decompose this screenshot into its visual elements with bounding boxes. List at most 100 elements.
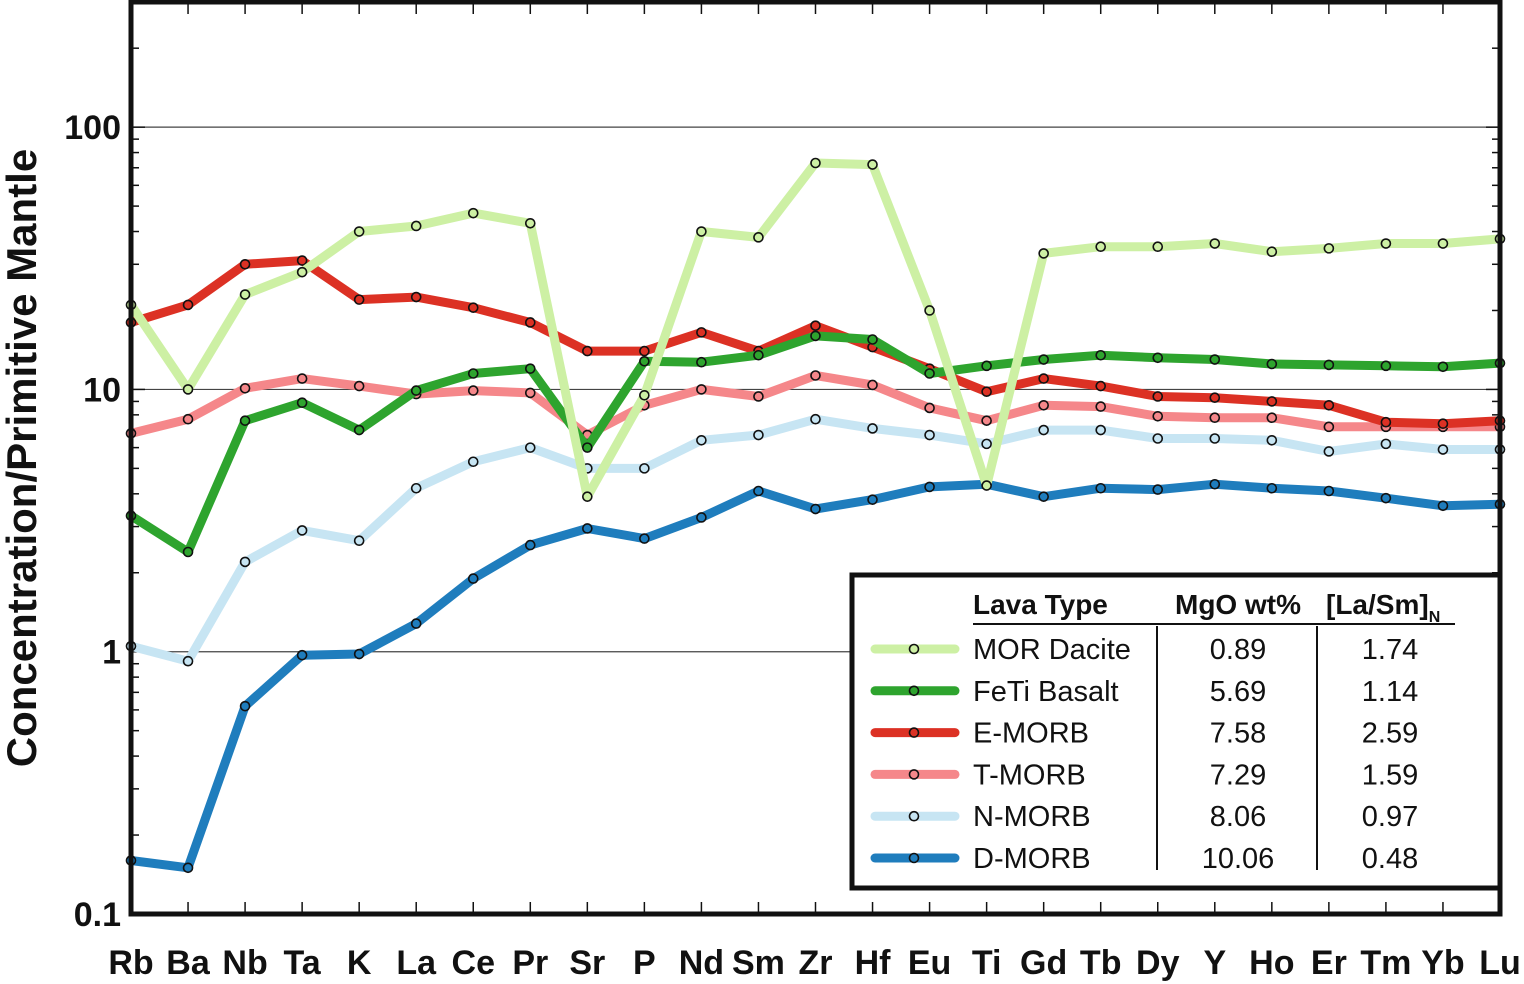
data-point xyxy=(296,649,308,661)
x-tick-label: P xyxy=(633,944,656,982)
data-point xyxy=(410,291,422,303)
data-point xyxy=(867,159,878,170)
data-point xyxy=(810,330,821,342)
legend-row: N-MORB 8.06 0.97 xyxy=(870,801,1418,833)
x-tick-label: Pr xyxy=(512,944,548,982)
data-point xyxy=(1152,433,1164,444)
x-tick-label: Gd xyxy=(1020,944,1067,982)
data-point xyxy=(639,345,650,357)
data-point xyxy=(467,456,479,468)
legend-mgo-value: 8.06 xyxy=(1210,801,1266,833)
data-point xyxy=(410,385,422,396)
y-tick-label: 10 xyxy=(83,371,121,409)
x-tick-label: Ho xyxy=(1249,944,1294,982)
data-point xyxy=(1380,492,1392,504)
legend-header-mgo: MgO wt% xyxy=(1175,589,1301,620)
legend-box xyxy=(849,572,1503,891)
data-point xyxy=(753,391,764,402)
data-point xyxy=(1380,416,1392,428)
data-point xyxy=(753,429,764,441)
data-point xyxy=(1095,401,1107,412)
data-point xyxy=(1437,418,1449,430)
data-point xyxy=(524,317,536,328)
legend-marker xyxy=(908,685,920,697)
data-point xyxy=(981,386,992,398)
data-point xyxy=(1152,241,1164,253)
x-tick-label: Ce xyxy=(452,944,495,982)
legend-mgo-value: 5.69 xyxy=(1210,676,1266,708)
legend-row: FeTi Basalt 5.69 1.14 xyxy=(870,676,1418,708)
legend-la-sm-value: 1.14 xyxy=(1362,676,1418,708)
data-point xyxy=(1266,434,1278,446)
legend-lava-type: N-MORB xyxy=(973,801,1091,833)
data-point xyxy=(353,226,365,237)
data-point xyxy=(810,320,821,331)
data-point xyxy=(182,299,194,311)
data-point xyxy=(1209,412,1221,424)
data-point xyxy=(1152,410,1164,422)
data-point xyxy=(1209,433,1221,444)
data-point xyxy=(1209,392,1221,403)
legend-la-sm-value: 1.59 xyxy=(1362,759,1418,791)
data-point xyxy=(924,368,935,379)
data-point xyxy=(867,334,878,345)
data-point xyxy=(1323,359,1335,371)
legend-row: D-MORB 10.06 0.48 xyxy=(870,843,1418,875)
data-point xyxy=(1380,438,1392,450)
x-tick-label: La xyxy=(396,944,437,982)
data-point xyxy=(1038,399,1049,411)
x-tick-label: Tm xyxy=(1360,944,1411,982)
data-point xyxy=(296,525,308,536)
x-tick-label: Nd xyxy=(679,944,724,982)
data-point xyxy=(182,655,194,667)
data-point xyxy=(1266,246,1278,258)
legend-rows: MOR Dacite 0.89 1.74 FeTi Basalt 5.69 1.14 E-M… xyxy=(870,634,1418,875)
data-point xyxy=(353,294,365,305)
data-point xyxy=(182,413,194,425)
legend-rules xyxy=(973,623,1455,870)
data-point xyxy=(1323,421,1335,433)
data-point xyxy=(639,463,650,474)
data-point xyxy=(1209,478,1221,490)
plot-frame xyxy=(128,0,1503,917)
data-point xyxy=(467,368,479,379)
x-tick-label: Sm xyxy=(732,944,785,982)
data-point xyxy=(867,423,878,434)
legend: Lava Type MgO wt% [La/Sm]N MOR Dacite 0.8… xyxy=(849,572,1503,891)
legend-row: T-MORB 7.29 1.59 xyxy=(870,759,1418,791)
legend-lava-type: FeTi Basalt xyxy=(973,676,1119,708)
data-point xyxy=(239,415,251,426)
data-point xyxy=(696,434,707,446)
data-point xyxy=(1380,238,1392,249)
data-point xyxy=(696,356,707,368)
data-point xyxy=(1323,446,1335,457)
data-point xyxy=(1266,358,1278,370)
legend-mgo-value: 7.29 xyxy=(1210,759,1266,791)
data-point xyxy=(1095,241,1107,253)
x-tick-label: Ti xyxy=(972,944,1002,982)
data-point xyxy=(1323,243,1335,254)
data-point xyxy=(1038,248,1049,259)
y-tick-label: 1 xyxy=(102,634,121,672)
data-point xyxy=(182,546,194,558)
data-point xyxy=(810,413,821,425)
data-point xyxy=(696,327,707,338)
data-point xyxy=(1095,380,1107,392)
data-point xyxy=(582,491,593,502)
x-tick-label: Ba xyxy=(166,944,211,982)
data-point xyxy=(1323,485,1335,497)
data-point xyxy=(810,370,821,381)
x-tick-label: Sr xyxy=(569,944,605,982)
x-tick-label: K xyxy=(347,944,372,982)
x-tick-label: Yb xyxy=(1421,944,1464,982)
x-tick-label: Hf xyxy=(855,944,892,982)
y-axis-label: Concentration/Primitive Mantle xyxy=(0,149,45,767)
y-tick-label: 100 xyxy=(64,109,121,147)
data-point xyxy=(582,345,593,357)
data-point xyxy=(810,503,821,515)
x-tick-label: Er xyxy=(1311,944,1347,982)
data-point xyxy=(239,382,251,394)
series-n-morb xyxy=(125,413,1506,667)
data-point xyxy=(410,482,422,494)
x-tick-labels: Rb Ba Nb Ta K La Ce Pr Sr P Nd Sm Zr Hf Eu Ti Gd Tb Dy Y Ho E… xyxy=(108,944,1520,982)
